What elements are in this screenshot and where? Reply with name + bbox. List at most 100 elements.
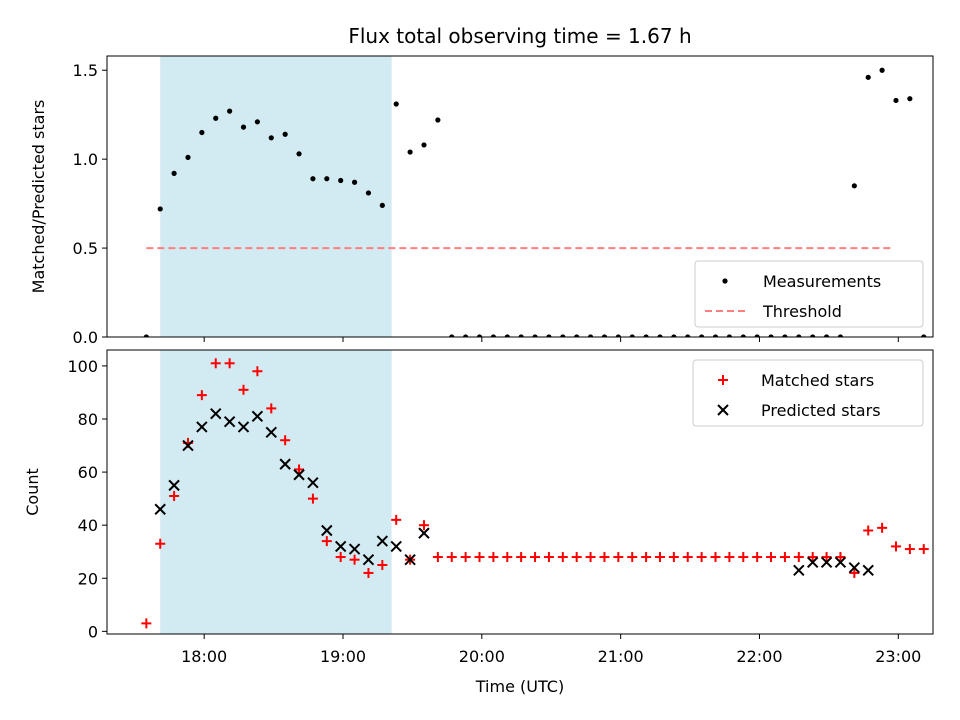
matched-stars-point — [391, 514, 402, 525]
matched-stars-point — [890, 541, 901, 552]
predicted-stars-point — [321, 524, 333, 537]
matched-stars-point — [918, 544, 929, 555]
y-tick-label: 20 — [78, 569, 98, 588]
chart-title: Flux total observing time = 1.67 h — [348, 24, 691, 48]
legend-label: Threshold — [762, 302, 842, 321]
measurement-point — [722, 278, 728, 284]
matched-stars-point — [377, 559, 388, 570]
observing-window-span — [160, 350, 392, 634]
measurement-point — [546, 334, 552, 337]
matched-stars-point — [613, 552, 624, 563]
matched-stars-point — [502, 552, 513, 563]
measurement-point — [490, 334, 496, 337]
matched-stars-point — [280, 435, 291, 446]
ratio-legend: Measurements Threshold — [694, 260, 924, 328]
matched-stars-point — [432, 552, 443, 563]
x-tick-label: 20:00 — [459, 647, 505, 666]
matched-stars-point — [460, 552, 471, 563]
predicted-stars-point — [307, 477, 319, 489]
predicted-stars-point — [293, 469, 305, 481]
matched-stars-point — [294, 464, 305, 475]
counts-panel: 0 20 40 60 80 100 18:00 19:00 20:00 21:00 22:00 23:… — [23, 349, 934, 666]
x-b — [279, 458, 291, 470]
predicted-stars-point — [237, 421, 250, 433]
matched-stars-point — [169, 490, 180, 501]
predicted-stars-point — [404, 553, 416, 566]
counts-plot-area — [141, 350, 933, 634]
measurement-point — [740, 334, 746, 337]
matched-stars-point — [779, 552, 790, 563]
matched-stars-point — [738, 552, 749, 563]
y-tick-label: 40 — [78, 516, 98, 535]
measurement-point — [851, 183, 857, 189]
predicted-stars-point — [251, 410, 264, 423]
matched-stars-point — [668, 552, 679, 563]
legend-label: Matched stars — [761, 371, 874, 390]
matched-stars-point — [849, 567, 860, 578]
measurement-point — [240, 124, 247, 130]
measurement-point — [823, 334, 830, 337]
measurement-point — [296, 151, 302, 157]
matched-stars-point — [155, 538, 166, 549]
matched-stars-point — [543, 552, 554, 563]
matched-stars-point — [724, 552, 735, 563]
matched-stars-point — [210, 358, 221, 369]
predicted-stars-point — [265, 426, 277, 438]
measurement-point — [726, 334, 732, 337]
matched-stars-point — [835, 552, 846, 563]
x-b — [362, 553, 375, 566]
counts-axes-frame — [106, 349, 934, 635]
measurement-point — [879, 67, 885, 73]
matched-stars-point — [321, 536, 332, 547]
x-b — [196, 421, 208, 433]
measurement-point — [199, 129, 205, 136]
predicted-stars-point — [376, 535, 389, 547]
measurement-point — [421, 142, 427, 148]
matched-stars-point — [141, 618, 152, 629]
matched-stars-point — [641, 552, 652, 563]
measurement-point — [435, 117, 441, 123]
measurement-point — [157, 206, 163, 212]
matched-stars-point — [807, 552, 818, 563]
matched-stars-point — [488, 552, 499, 563]
measurement-point — [629, 334, 635, 337]
matched-stars-point — [530, 552, 541, 563]
measurement-point — [227, 108, 233, 114]
predicted-stars-point — [848, 561, 861, 574]
x-b — [223, 415, 236, 428]
measurement-point — [712, 334, 719, 337]
measurement-point — [574, 334, 580, 337]
matched-stars-point — [224, 358, 235, 369]
predicted-stars-point — [182, 439, 194, 452]
x-b — [862, 564, 874, 577]
observing-window-span — [160, 56, 392, 337]
matched-stars-point — [363, 567, 374, 578]
predicted-stars-point — [834, 556, 847, 569]
measurement-point — [865, 74, 871, 80]
matched-stars-point — [682, 552, 693, 563]
measurement-point — [921, 334, 927, 337]
matched-stars-point — [585, 552, 596, 563]
predicted-stars-point — [223, 415, 236, 428]
x-b — [168, 479, 180, 492]
x-b — [390, 540, 402, 553]
legend-box — [692, 359, 924, 427]
measurement-point — [476, 334, 483, 337]
predicted-stars-point — [168, 479, 180, 492]
series-predicted-stars — [154, 407, 874, 577]
matched-stars-point — [266, 403, 277, 414]
measurement-point — [615, 334, 621, 337]
matched-stars-point — [252, 366, 263, 377]
measurement-point — [699, 334, 705, 337]
predicted-stars-point — [390, 540, 402, 553]
measurement-point — [268, 135, 274, 141]
measurement-point — [810, 334, 816, 337]
matched-stars-point — [307, 493, 318, 504]
measurement-point — [643, 334, 649, 337]
predicted-stars-point — [362, 553, 375, 566]
measurement-point — [504, 334, 510, 337]
matched-stars-point — [654, 552, 665, 563]
measurement-point — [768, 334, 774, 337]
measurement-point — [282, 131, 288, 137]
matched-stars-point — [863, 525, 874, 536]
